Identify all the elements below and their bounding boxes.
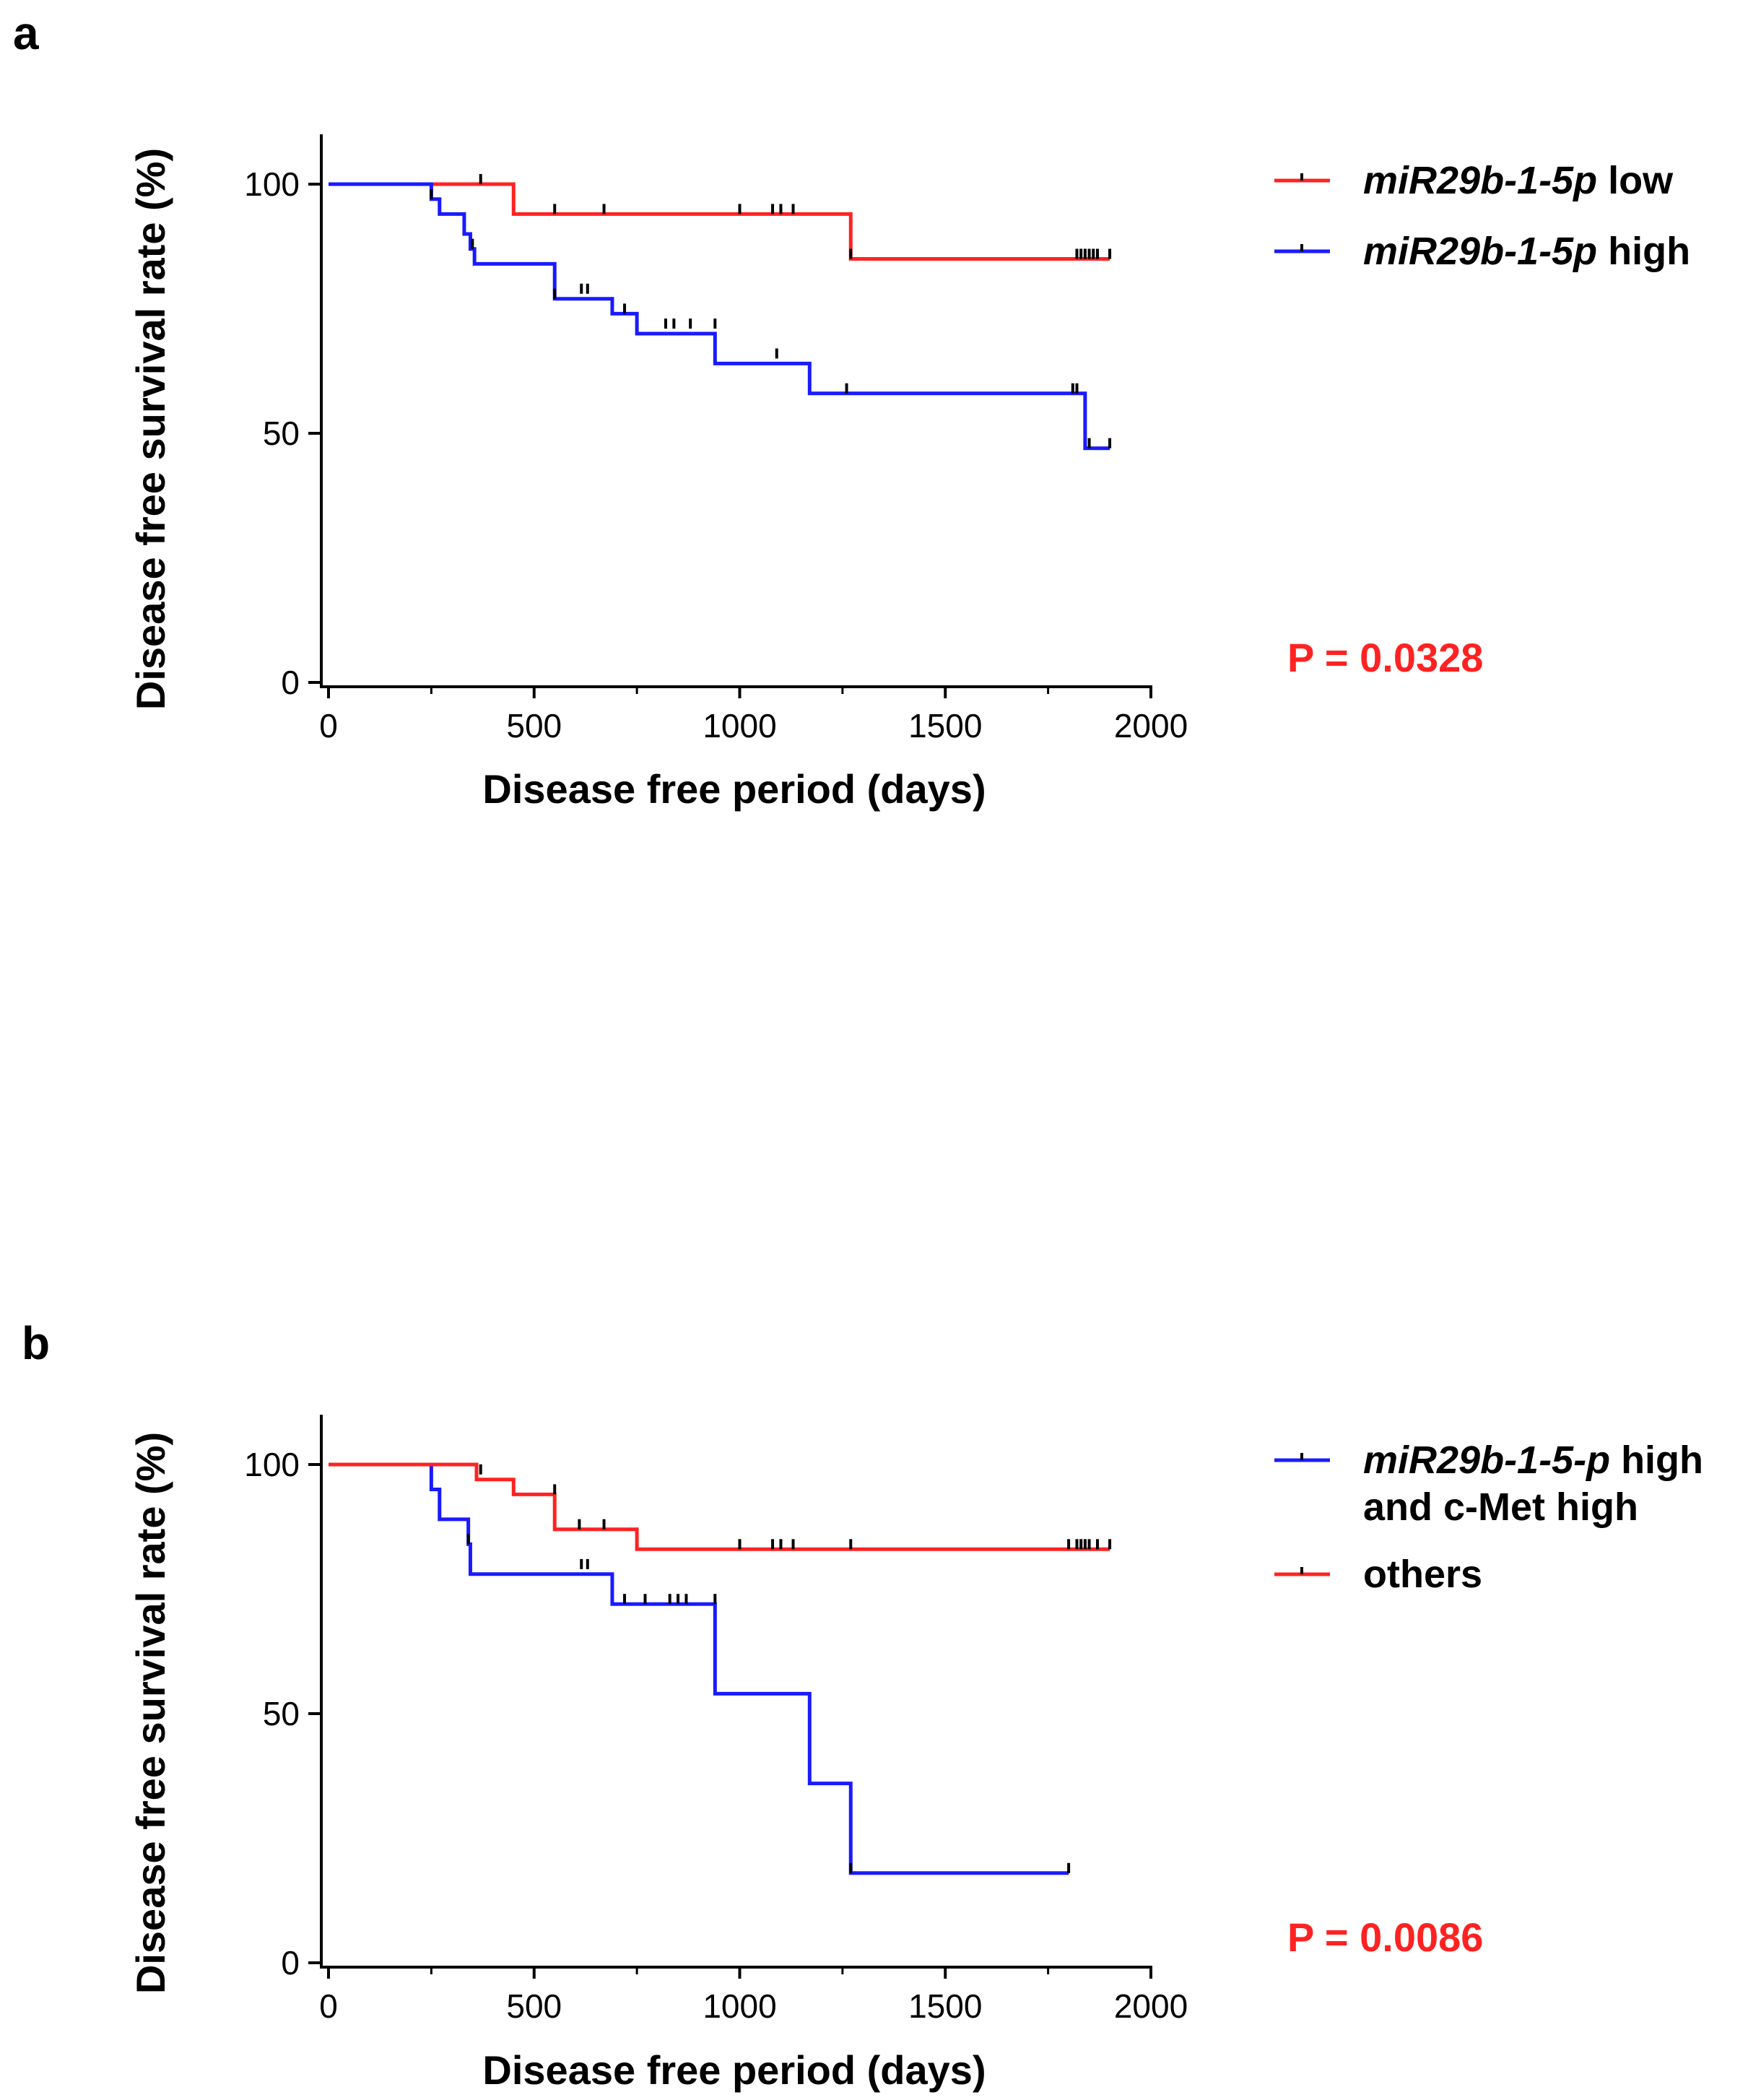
x-axis-title: Disease free period (days) xyxy=(482,766,986,812)
x-tick-label: 500 xyxy=(506,707,562,745)
legend-label-low: miR29b-1-5p low xyxy=(1363,159,1674,202)
y-axis-label: Disease free survival rate (%) xyxy=(128,1432,173,1994)
panel-label: a xyxy=(13,7,39,59)
y-tick-label: 0 xyxy=(281,1944,300,1982)
x-tick-label: 1000 xyxy=(703,1987,776,2025)
x-tick-label: 1500 xyxy=(908,1987,982,2025)
legend-label-high: miR29b-1-5p high xyxy=(1363,230,1690,273)
km-curve-mir29b-1-5-p-high-and-c-met-high xyxy=(329,1462,1069,1875)
y-tick-label: 100 xyxy=(244,165,300,203)
panel-a: a 0 500 1000 1500 2000 0 50 100 Disease free pe… xyxy=(13,7,1690,812)
legend-label-others: others xyxy=(1363,1553,1482,1596)
km-curve-mir29b-1-5p-low xyxy=(329,182,1110,261)
legend-item-others: others xyxy=(1274,1553,1482,1596)
p-value: P = 0.0328 xyxy=(1287,635,1483,680)
plot-area: 0 500 1000 1500 2000 0 50 100 xyxy=(244,1415,1188,2025)
panel-label: b xyxy=(22,1317,50,1369)
y-tick-label: 0 xyxy=(281,664,300,701)
y-tick-label: 50 xyxy=(263,1695,300,1732)
x-tick-label: 500 xyxy=(506,1987,562,2025)
y-axis-label: Disease free survival rate (%) xyxy=(128,148,173,710)
legend-item-high-cmet: miR29b-1-5-p high and c-Met high xyxy=(1274,1439,1703,1529)
x-tick-label: 1500 xyxy=(908,707,982,745)
x-tick-label: 0 xyxy=(319,707,338,745)
x-tick-label: 2000 xyxy=(1114,707,1188,745)
km-curve-others xyxy=(329,1462,1110,1551)
x-tick-label: 0 xyxy=(319,1987,338,2025)
y-axis-title: Disease free survival rate (%) xyxy=(128,1432,173,1994)
km-curve-mir29b-1-5p-high xyxy=(329,182,1110,451)
x-tick-label: 2000 xyxy=(1114,1987,1188,2025)
plot-area: 0 500 1000 1500 2000 0 50 100 xyxy=(244,134,1188,745)
y-axis-title: Disease free survival rate (%) xyxy=(128,148,173,710)
legend-label-high-cmet: miR29b-1-5-p high xyxy=(1363,1439,1703,1482)
x-tick-label: 1000 xyxy=(703,707,776,745)
x-axis-label: Disease free period (days) xyxy=(482,766,986,812)
panel-b: b 0 500 1000 1500 2000 0 50 100 Disease free pe… xyxy=(22,1317,1703,2093)
x-axis-label: Disease free period (days) xyxy=(482,2047,986,2093)
y-tick-label: 100 xyxy=(244,1446,300,1483)
p-value: P = 0.0086 xyxy=(1287,1914,1483,1960)
legend: miR29b-1-5-p high and c-Met high others xyxy=(1274,1439,1703,1596)
legend-item-low: miR29b-1-5p low xyxy=(1274,159,1674,202)
legend-item-high: miR29b-1-5p high xyxy=(1274,230,1690,273)
legend: miR29b-1-5p low miR29b-1-5p high xyxy=(1274,159,1690,273)
x-axis-title: Disease free period (days) xyxy=(482,2047,986,2093)
y-tick-label: 50 xyxy=(263,415,300,452)
legend-label-high-cmet-line2: and c-Met high xyxy=(1363,1485,1638,1529)
